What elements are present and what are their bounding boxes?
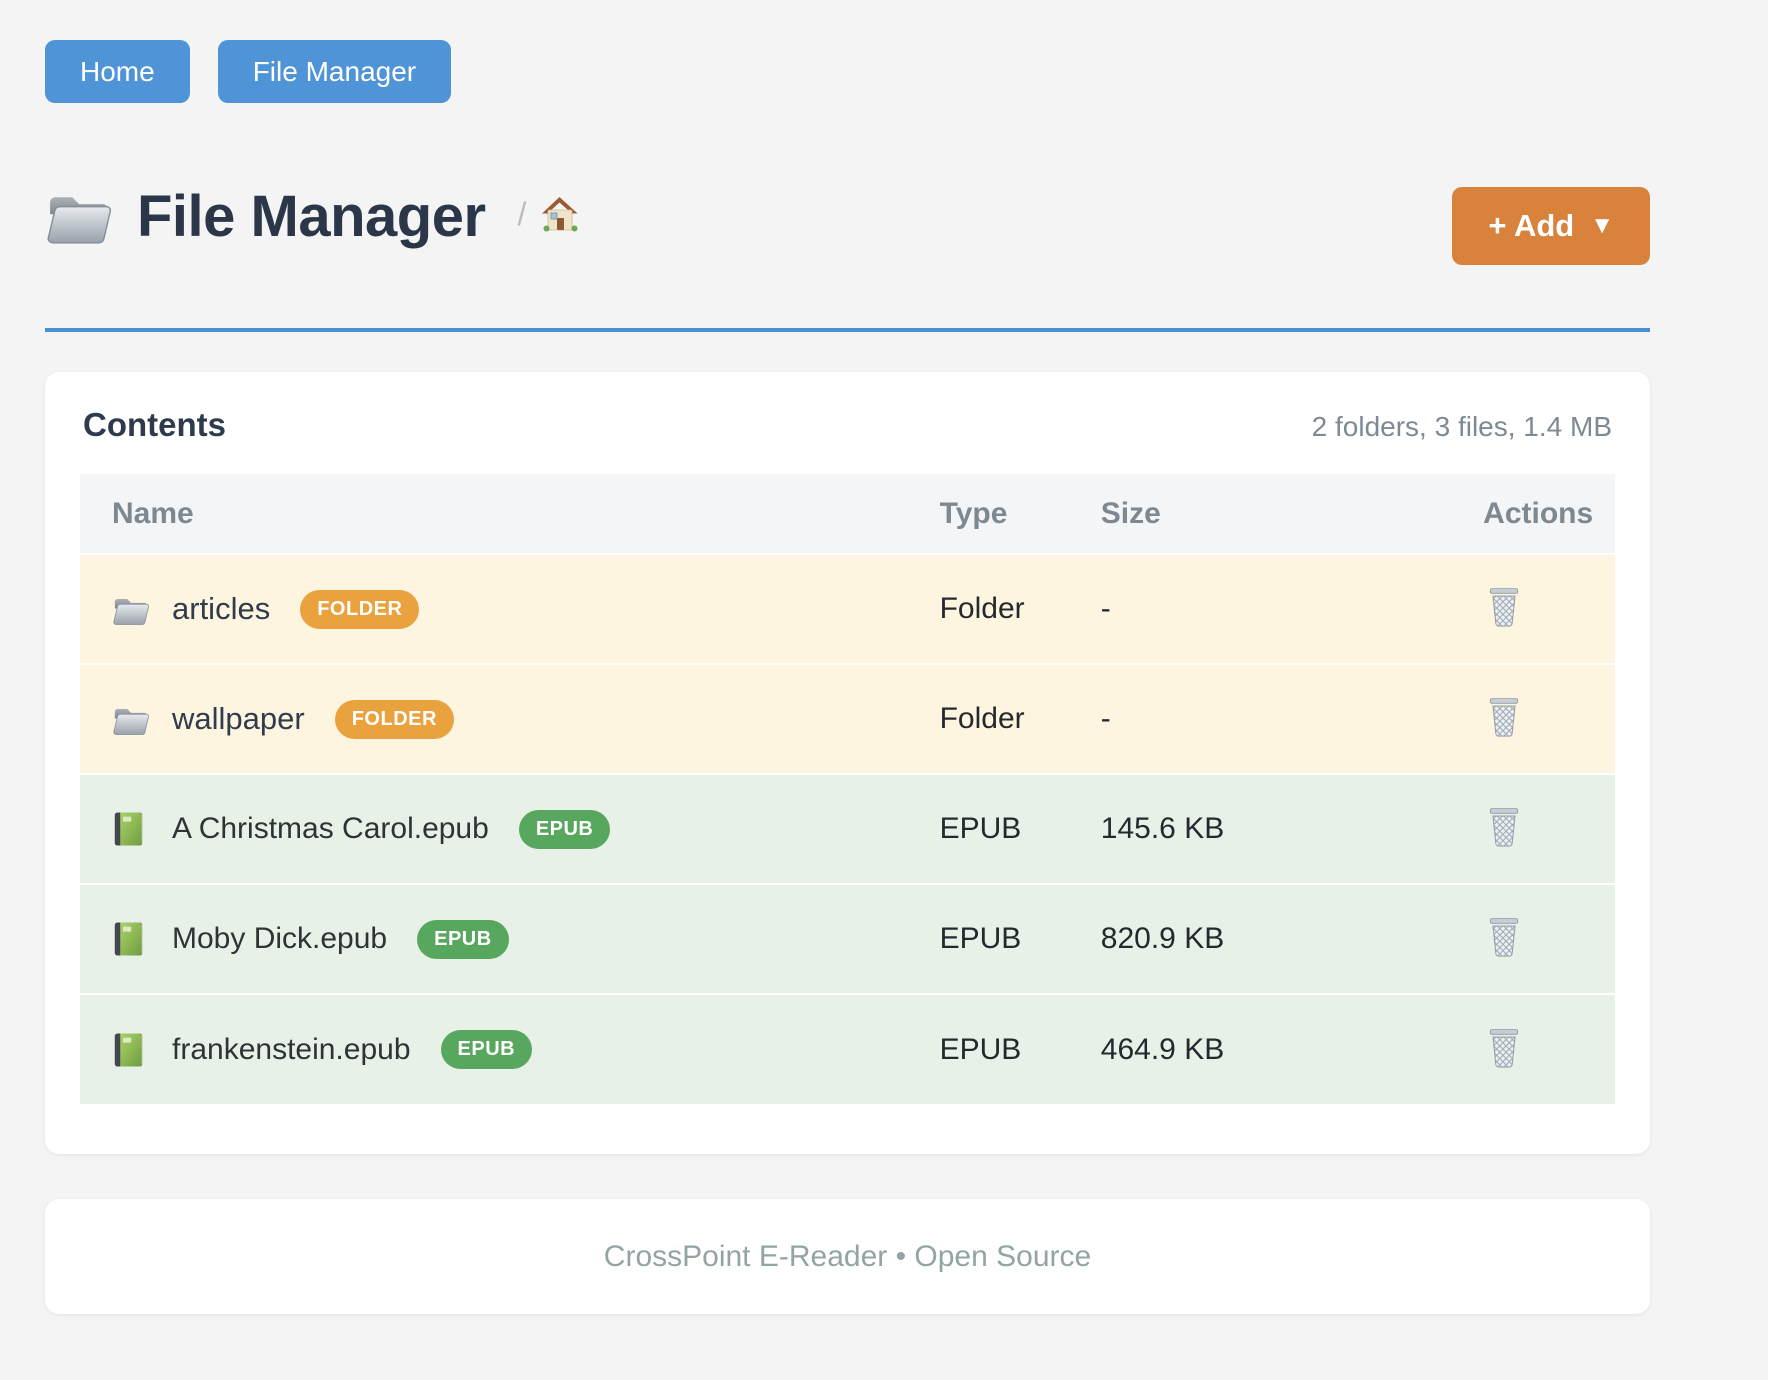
- name-cell: articles FOLDER: [80, 589, 940, 629]
- item-name[interactable]: wallpaper: [172, 701, 305, 736]
- table-row: A Christmas Carol.epub EPUB EPUB 145.6 K…: [80, 774, 1615, 884]
- page-container: Home File Manager File Manager / + Add ▼: [45, 0, 1650, 1314]
- table-header-row: Name Type Size Actions: [80, 474, 1615, 554]
- item-size: 145.6 KB: [1100, 812, 1225, 845]
- home-button[interactable]: Home: [45, 40, 190, 103]
- contents-table-body: articles FOLDER Folder -: [80, 554, 1615, 1104]
- item-type: Folder: [939, 592, 1025, 625]
- table-row: Moby Dick.epub EPUB EPUB 820.9 KB: [80, 884, 1615, 994]
- delete-button[interactable]: [1483, 1023, 1525, 1073]
- folder-icon: [112, 700, 150, 738]
- table-row: articles FOLDER Folder -: [80, 554, 1615, 664]
- item-name[interactable]: articles: [172, 591, 271, 626]
- item-type: Folder: [939, 702, 1025, 735]
- type-badge: FOLDER: [334, 699, 454, 739]
- page-title: File Manager: [137, 183, 486, 249]
- page-header: File Manager / + Add ▼: [45, 165, 1650, 267]
- delete-button[interactable]: [1483, 582, 1525, 632]
- column-header-type: Type: [939, 496, 1008, 530]
- book-icon: [112, 920, 150, 958]
- item-size: 464.9 KB: [1100, 1032, 1225, 1066]
- home-icon[interactable]: [540, 195, 580, 233]
- name-cell: A Christmas Carol.epub EPUB: [80, 809, 940, 849]
- delete-button[interactable]: [1483, 802, 1525, 852]
- column-header-name: Name: [112, 496, 194, 530]
- delete-button[interactable]: [1483, 912, 1525, 962]
- name-cell: frankenstein.epub EPUB: [80, 1030, 940, 1069]
- book-icon: [112, 810, 150, 848]
- trash-icon: [1487, 588, 1521, 631]
- column-header-actions: Actions: [1483, 496, 1594, 530]
- table-row: frankenstein.epub EPUB EPUB 464.9 KB: [80, 994, 1615, 1104]
- add-button[interactable]: + Add ▼: [1452, 187, 1650, 265]
- delete-button[interactable]: [1483, 692, 1525, 742]
- item-size: 820.9 KB: [1100, 922, 1225, 955]
- item-type: EPUB: [939, 812, 1022, 845]
- trash-icon: [1487, 808, 1521, 851]
- chevron-down-icon: ▼: [1590, 212, 1614, 239]
- item-size: -: [1100, 702, 1111, 735]
- file-manager-button[interactable]: File Manager: [217, 40, 452, 103]
- contents-card-header: Contents 2 folders, 3 files, 1.4 MB: [83, 406, 1612, 444]
- column-header-size: Size: [1100, 496, 1161, 530]
- add-button-label: + Add: [1488, 208, 1575, 243]
- table-row: wallpaper FOLDER Folder -: [80, 664, 1615, 774]
- name-cell: Moby Dick.epub EPUB: [80, 919, 940, 959]
- contents-table: Name Type Size Actions articles FOLDER: [80, 474, 1615, 1104]
- type-badge: EPUB: [417, 919, 509, 959]
- footer: CrossPoint E-Reader • Open Source: [45, 1199, 1650, 1314]
- trash-icon: [1487, 918, 1521, 961]
- item-name[interactable]: A Christmas Carol.epub: [172, 812, 489, 845]
- folder-icon: [47, 197, 112, 244]
- breadcrumb: /: [518, 195, 581, 233]
- contents-card: Contents 2 folders, 3 files, 1.4 MB Name…: [45, 372, 1650, 1154]
- breadcrumb-separator: /: [517, 196, 527, 232]
- type-badge: EPUB: [518, 809, 611, 849]
- trash-icon: [1487, 1028, 1521, 1072]
- contents-table-head: Name Type Size Actions: [80, 474, 1615, 554]
- contents-summary: 2 folders, 3 files, 1.4 MB: [1311, 411, 1612, 442]
- footer-text: CrossPoint E-Reader • Open Source: [603, 1239, 1092, 1273]
- item-name[interactable]: frankenstein.epub: [172, 1032, 411, 1066]
- header-divider: [45, 328, 1650, 332]
- type-badge: FOLDER: [300, 589, 420, 629]
- trash-icon: [1487, 698, 1521, 741]
- name-cell: wallpaper FOLDER: [80, 699, 940, 739]
- item-size: -: [1100, 592, 1111, 625]
- type-badge: EPUB: [440, 1030, 533, 1069]
- folder-icon: [112, 590, 150, 628]
- top-nav: Home File Manager: [45, 0, 1650, 103]
- contents-title: Contents: [83, 406, 226, 443]
- item-type: EPUB: [939, 922, 1022, 955]
- item-name[interactable]: Moby Dick.epub: [172, 922, 388, 955]
- item-type: EPUB: [939, 1032, 1022, 1066]
- book-icon: [112, 1031, 150, 1069]
